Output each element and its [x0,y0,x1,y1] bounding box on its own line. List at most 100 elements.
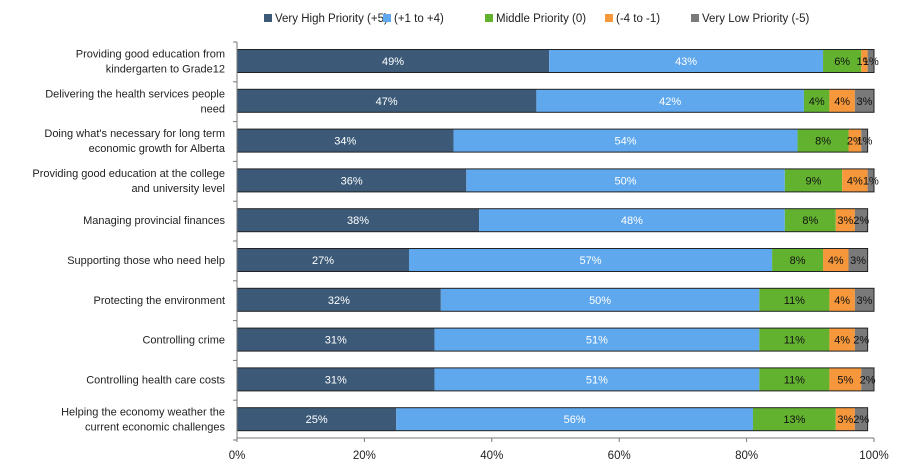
bar-value-label: 6% [834,56,850,68]
bar-segment [752,407,836,431]
bar-value-label: 8% [815,136,831,148]
category-label-line: and university level [131,183,225,195]
bar-segment [237,208,480,232]
bar-value-label: 1% [863,175,879,187]
bar-value-label: 27% [312,255,334,267]
bar-row: 31% 51% 11% 5% 2% [236,367,876,392]
category-label: Supporting those who need help [67,255,225,267]
category-label-line: Helping the economy weather the [61,407,225,419]
bar-segment [829,328,855,352]
bar-value-label: 3% [856,96,872,108]
bar-segment [479,208,785,232]
x-tick-label: 100% [859,450,888,462]
bar-value-label: 4% [834,335,850,347]
bar-value-label: 4% [828,255,844,267]
bar-value-label: 48% [621,215,643,227]
bar-segment [237,49,550,73]
bar-value-label: 11% [784,295,805,307]
legend-swatch [691,14,699,22]
legend-label: Very Low Priority (-5) [702,13,810,25]
bar-segment [835,208,855,232]
bar-segment [867,168,874,192]
category-label-line: Protecting the environment [94,295,225,307]
bar-segment [861,367,874,391]
bar-segment [854,288,874,312]
bar-segment [237,367,435,391]
bar-value-label: 3% [837,215,853,227]
bar-row: 47% 42% 4% 4% 3% [236,88,875,113]
category-label-line: Supporting those who need help [67,255,225,267]
category-label-line: Providing good education from [76,49,225,61]
bar-value-label: 1% [856,136,872,148]
bar-row: 32% 50% 11% 4% 3% [236,287,875,312]
bar-value-label: 43% [675,56,697,68]
category-label: Doing what's necessary for long term econ… [44,128,225,155]
bar-value-label: 50% [589,295,611,307]
category-label-line: Providing good education at the college [32,168,225,180]
bar-value-label: 4% [834,96,850,108]
bar-value-label: 47% [376,96,398,108]
bar-value-label: 11% [784,374,805,386]
bar-segment [237,288,441,312]
category-label: Protecting the environment [94,295,225,307]
bar-segment [408,248,773,272]
bar-value-label: 57% [580,255,602,267]
bar-value-label: 54% [615,136,637,148]
bar-value-label: 1% [863,56,879,68]
category-label: Delivering the health services people nee… [45,88,225,115]
legend-label: Very High Priority (+5) [275,13,388,25]
bar-value-label: 2% [853,215,869,227]
category-label-line: need [201,103,225,115]
bar-segment [536,89,804,113]
bar-value-label: 56% [564,414,586,426]
bar-value-label: 3% [850,255,866,267]
x-tick-label: 80% [735,450,758,462]
legend-swatch [383,14,391,22]
bar-segment [835,407,855,431]
bar-segment [396,407,753,431]
bar-segment [784,168,843,192]
bar-value-label: 2% [853,335,869,347]
legend-swatch [605,14,613,22]
bar-segment [759,367,830,391]
bar-value-label: 42% [659,96,681,108]
legend-label: (+1 to +4) [394,13,444,25]
bar-value-label: 38% [347,215,369,227]
legend: Very High Priority (+5) (+1 to +4) Middle … [264,13,810,25]
bar-value-label: 31% [325,374,347,386]
category-label: Controlling health care costs [86,374,225,386]
bar-segment [466,168,785,192]
bar-value-label: 4% [809,96,825,108]
bar-segment [237,89,537,113]
bar-value-label: 31% [325,335,347,347]
bar-value-label: 32% [328,295,350,307]
bar-segment [237,248,409,272]
bar-segment [759,288,830,312]
category-label: Helping the economy weather the current e… [61,407,225,434]
bar-segment [772,248,824,272]
bar-segment [440,288,760,312]
bar-segment [854,89,874,113]
bar-row: 25% 56% 13% 3% 2% [236,407,869,432]
bar-segment [867,49,874,73]
bar-value-label: 4% [847,175,863,187]
bar-value-label: 13% [783,414,805,426]
bars: 49% 43% 6% 1%1%47% 42% 4% 4% 3%34% 54% 8% 2%1%36% 5… [236,49,879,432]
bar-segment [453,129,798,153]
bar-row: 31% 51% 11% 4% 2% [236,327,869,352]
bar-segment [829,288,855,312]
bar-value-label: 2% [860,374,876,386]
category-label-line: Delivering the health services people [45,88,225,100]
x-tick-label: 40% [480,450,503,462]
bar-segment [759,328,830,352]
category-label: Managing provincial finances [83,215,225,227]
bar-segment [434,367,760,391]
category-label: Controlling crime [142,335,225,347]
bar-row: 34% 54% 8% 2%1% [236,128,873,153]
bar-segment [237,129,454,153]
category-label: Providing good education at the college a… [32,168,225,195]
axes: 0% 20% 40% 60% 80% 100% [229,41,889,462]
legend-swatch [485,14,493,22]
bar-value-label: 11% [784,335,805,347]
category-label-line: economic growth for Alberta [89,143,226,155]
